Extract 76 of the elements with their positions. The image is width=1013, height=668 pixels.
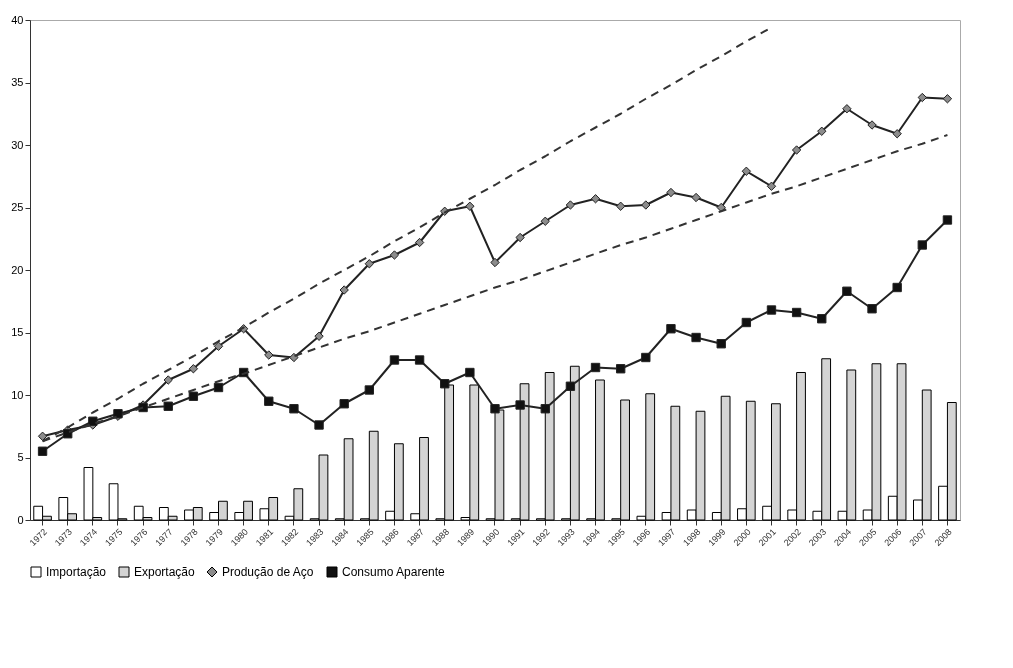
point — [641, 352, 651, 363]
point — [590, 194, 601, 204]
point — [615, 364, 626, 374]
point — [339, 285, 349, 295]
point — [364, 259, 375, 269]
point — [37, 446, 48, 456]
point — [314, 420, 324, 430]
point — [590, 362, 601, 373]
point — [716, 339, 726, 349]
point — [892, 282, 902, 293]
y-tick-label: 5 — [17, 451, 24, 463]
point — [842, 286, 852, 296]
point — [88, 416, 98, 426]
point — [766, 181, 777, 191]
point — [741, 317, 752, 328]
point — [188, 391, 199, 401]
point — [314, 331, 324, 341]
y-tick-label: 30 — [11, 138, 24, 151]
point — [942, 94, 953, 104]
point — [641, 200, 651, 210]
y-tick-label: 0 — [17, 513, 24, 526]
y-tick-label: 15 — [11, 326, 24, 338]
point — [540, 404, 550, 414]
point — [163, 401, 173, 411]
point — [389, 250, 400, 260]
point — [791, 307, 802, 318]
point — [414, 237, 425, 248]
point — [213, 341, 224, 351]
point — [540, 216, 550, 226]
point — [666, 324, 676, 334]
point — [615, 201, 626, 211]
point — [490, 257, 500, 268]
point — [817, 314, 827, 324]
point — [490, 404, 500, 414]
point — [515, 400, 525, 410]
point — [364, 385, 375, 395]
point — [867, 304, 877, 314]
point — [339, 399, 349, 409]
point — [565, 381, 576, 391]
point — [666, 187, 676, 198]
point — [515, 232, 525, 243]
point — [213, 382, 224, 393]
legend-label: Produção de Aço — [222, 565, 314, 579]
point — [465, 201, 475, 211]
point — [440, 379, 450, 389]
point — [691, 192, 701, 203]
point — [817, 126, 827, 136]
y-tick-label: 35 — [11, 76, 24, 88]
legend-label: Consumo Aparente — [342, 565, 446, 579]
point — [188, 364, 199, 374]
point — [691, 332, 701, 343]
point — [389, 355, 400, 365]
point — [414, 355, 425, 365]
point — [163, 375, 173, 385]
point — [565, 200, 576, 210]
point — [791, 145, 802, 155]
point — [264, 396, 274, 406]
point — [465, 367, 475, 378]
point — [37, 431, 48, 441]
point — [917, 240, 927, 250]
legend-label: Importação — [46, 565, 107, 579]
point — [842, 104, 852, 114]
y-tick-label: 25 — [11, 201, 24, 213]
point — [892, 129, 902, 139]
point — [867, 120, 877, 130]
y-tick-label: 20 — [11, 263, 24, 276]
point — [289, 404, 299, 414]
point — [289, 352, 299, 363]
point — [741, 166, 752, 176]
point — [264, 350, 274, 360]
y-tick-label: 40 — [11, 13, 24, 26]
point — [942, 215, 953, 225]
point — [917, 92, 927, 103]
legend-label: Exportação — [134, 565, 196, 579]
point — [766, 305, 777, 315]
y-tick-label: 10 — [11, 388, 24, 401]
